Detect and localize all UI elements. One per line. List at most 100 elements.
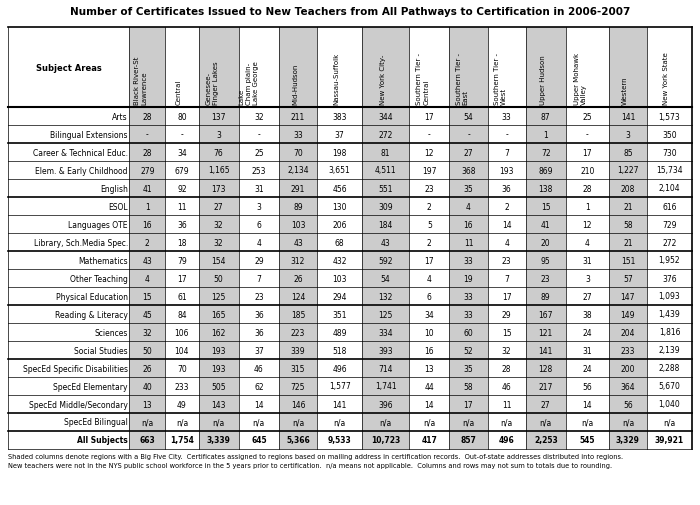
Text: 54: 54 bbox=[463, 112, 473, 121]
Text: 294: 294 bbox=[332, 292, 347, 301]
Text: 616: 616 bbox=[662, 202, 677, 211]
Bar bbox=[609, 28, 647, 449]
Text: 3,339: 3,339 bbox=[206, 436, 230, 444]
Text: 730: 730 bbox=[662, 148, 677, 157]
Text: 162: 162 bbox=[211, 328, 226, 337]
Text: 3: 3 bbox=[256, 202, 261, 211]
Text: 84: 84 bbox=[177, 310, 187, 319]
Text: 32: 32 bbox=[254, 112, 264, 121]
Text: 141: 141 bbox=[332, 400, 346, 409]
Text: 31: 31 bbox=[582, 256, 592, 265]
Text: 35: 35 bbox=[463, 184, 473, 193]
Text: 279: 279 bbox=[140, 166, 155, 175]
Text: 193: 193 bbox=[211, 364, 226, 373]
Text: 350: 350 bbox=[662, 130, 677, 139]
Text: 1,165: 1,165 bbox=[208, 166, 230, 175]
Text: 151: 151 bbox=[621, 256, 635, 265]
Text: Central: Central bbox=[176, 79, 182, 105]
Text: Number of Certificates Issued to New Teachers from All Pathways to Certification: Number of Certificates Issued to New Tea… bbox=[70, 7, 630, 17]
Text: 4: 4 bbox=[256, 238, 261, 247]
Text: 61: 61 bbox=[177, 292, 187, 301]
Text: Subject Areas: Subject Areas bbox=[36, 63, 102, 72]
Text: 312: 312 bbox=[290, 256, 305, 265]
Text: 25: 25 bbox=[254, 148, 264, 157]
Text: 869: 869 bbox=[538, 166, 553, 175]
Text: 2: 2 bbox=[427, 202, 432, 211]
Text: Sciences: Sciences bbox=[94, 328, 128, 337]
Text: 165: 165 bbox=[211, 310, 226, 319]
Text: 663: 663 bbox=[139, 436, 155, 444]
Text: 70: 70 bbox=[293, 148, 303, 157]
Text: 4,511: 4,511 bbox=[375, 166, 396, 175]
Text: 31: 31 bbox=[254, 184, 264, 193]
Text: New teachers were not in the NYS public school workforce in the 5 years prior to: New teachers were not in the NYS public … bbox=[8, 462, 612, 468]
Text: 80: 80 bbox=[177, 112, 187, 121]
Text: 1,741: 1,741 bbox=[375, 382, 396, 391]
Text: n/a: n/a bbox=[253, 418, 265, 427]
Text: Western: Western bbox=[622, 76, 628, 105]
Text: 253: 253 bbox=[251, 166, 266, 175]
Text: 432: 432 bbox=[332, 256, 347, 265]
Text: 26: 26 bbox=[293, 274, 303, 283]
Text: 185: 185 bbox=[290, 310, 305, 319]
Text: 725: 725 bbox=[290, 382, 305, 391]
Text: 37: 37 bbox=[254, 346, 264, 355]
Text: 167: 167 bbox=[538, 310, 553, 319]
Text: 36: 36 bbox=[502, 184, 512, 193]
Text: 198: 198 bbox=[332, 148, 346, 157]
Text: 2,288: 2,288 bbox=[659, 364, 680, 373]
Text: 106: 106 bbox=[175, 328, 189, 337]
Text: n/a: n/a bbox=[500, 418, 512, 427]
Text: 31: 31 bbox=[582, 346, 592, 355]
Text: New York City-: New York City- bbox=[379, 55, 386, 105]
Text: 147: 147 bbox=[621, 292, 635, 301]
Text: n/a: n/a bbox=[333, 418, 346, 427]
Bar bbox=[449, 28, 488, 449]
Text: 34: 34 bbox=[177, 148, 187, 157]
Text: 1: 1 bbox=[543, 130, 548, 139]
Text: n/a: n/a bbox=[463, 418, 475, 427]
Text: 45: 45 bbox=[142, 310, 152, 319]
Text: 33: 33 bbox=[463, 292, 473, 301]
Text: 132: 132 bbox=[379, 292, 393, 301]
Text: 3,651: 3,651 bbox=[329, 166, 351, 175]
Text: 15: 15 bbox=[541, 202, 551, 211]
Text: 50: 50 bbox=[214, 274, 223, 283]
Text: Black River-St
Lawrence: Black River-St Lawrence bbox=[134, 57, 147, 105]
Text: n/a: n/a bbox=[581, 418, 594, 427]
Text: Upper Hudson: Upper Hudson bbox=[540, 55, 546, 105]
Text: 1: 1 bbox=[585, 202, 589, 211]
Text: 28: 28 bbox=[143, 112, 152, 121]
Text: 56: 56 bbox=[623, 400, 633, 409]
Text: 25: 25 bbox=[582, 112, 592, 121]
Text: 4: 4 bbox=[427, 274, 432, 283]
Text: n/a: n/a bbox=[664, 418, 676, 427]
Text: 729: 729 bbox=[662, 220, 677, 229]
Text: 2,253: 2,253 bbox=[534, 436, 558, 444]
Text: 72: 72 bbox=[541, 148, 551, 157]
Text: Social Studies: Social Studies bbox=[74, 346, 128, 355]
Text: 16: 16 bbox=[463, 220, 473, 229]
Text: 9,533: 9,533 bbox=[328, 436, 351, 444]
Text: 15: 15 bbox=[502, 328, 512, 337]
Text: 33: 33 bbox=[463, 256, 473, 265]
Text: Mid-Hudson: Mid-Hudson bbox=[292, 64, 298, 105]
Text: 43: 43 bbox=[381, 238, 391, 247]
Text: 76: 76 bbox=[214, 148, 223, 157]
Text: n/a: n/a bbox=[424, 418, 435, 427]
Text: 383: 383 bbox=[332, 112, 347, 121]
Text: 3,329: 3,329 bbox=[616, 436, 640, 444]
Text: 124: 124 bbox=[290, 292, 305, 301]
Text: Genesee-
Finger Lakes: Genesee- Finger Lakes bbox=[206, 61, 218, 105]
Text: 456: 456 bbox=[332, 184, 347, 193]
Text: 52: 52 bbox=[463, 346, 473, 355]
Text: 85: 85 bbox=[623, 148, 633, 157]
Text: 13: 13 bbox=[424, 364, 434, 373]
Text: 204: 204 bbox=[621, 328, 635, 337]
Text: 12: 12 bbox=[425, 148, 434, 157]
Text: 138: 138 bbox=[538, 184, 553, 193]
Text: 24: 24 bbox=[582, 328, 592, 337]
Text: 141: 141 bbox=[538, 346, 553, 355]
Text: 17: 17 bbox=[502, 292, 512, 301]
Text: 376: 376 bbox=[662, 274, 677, 283]
